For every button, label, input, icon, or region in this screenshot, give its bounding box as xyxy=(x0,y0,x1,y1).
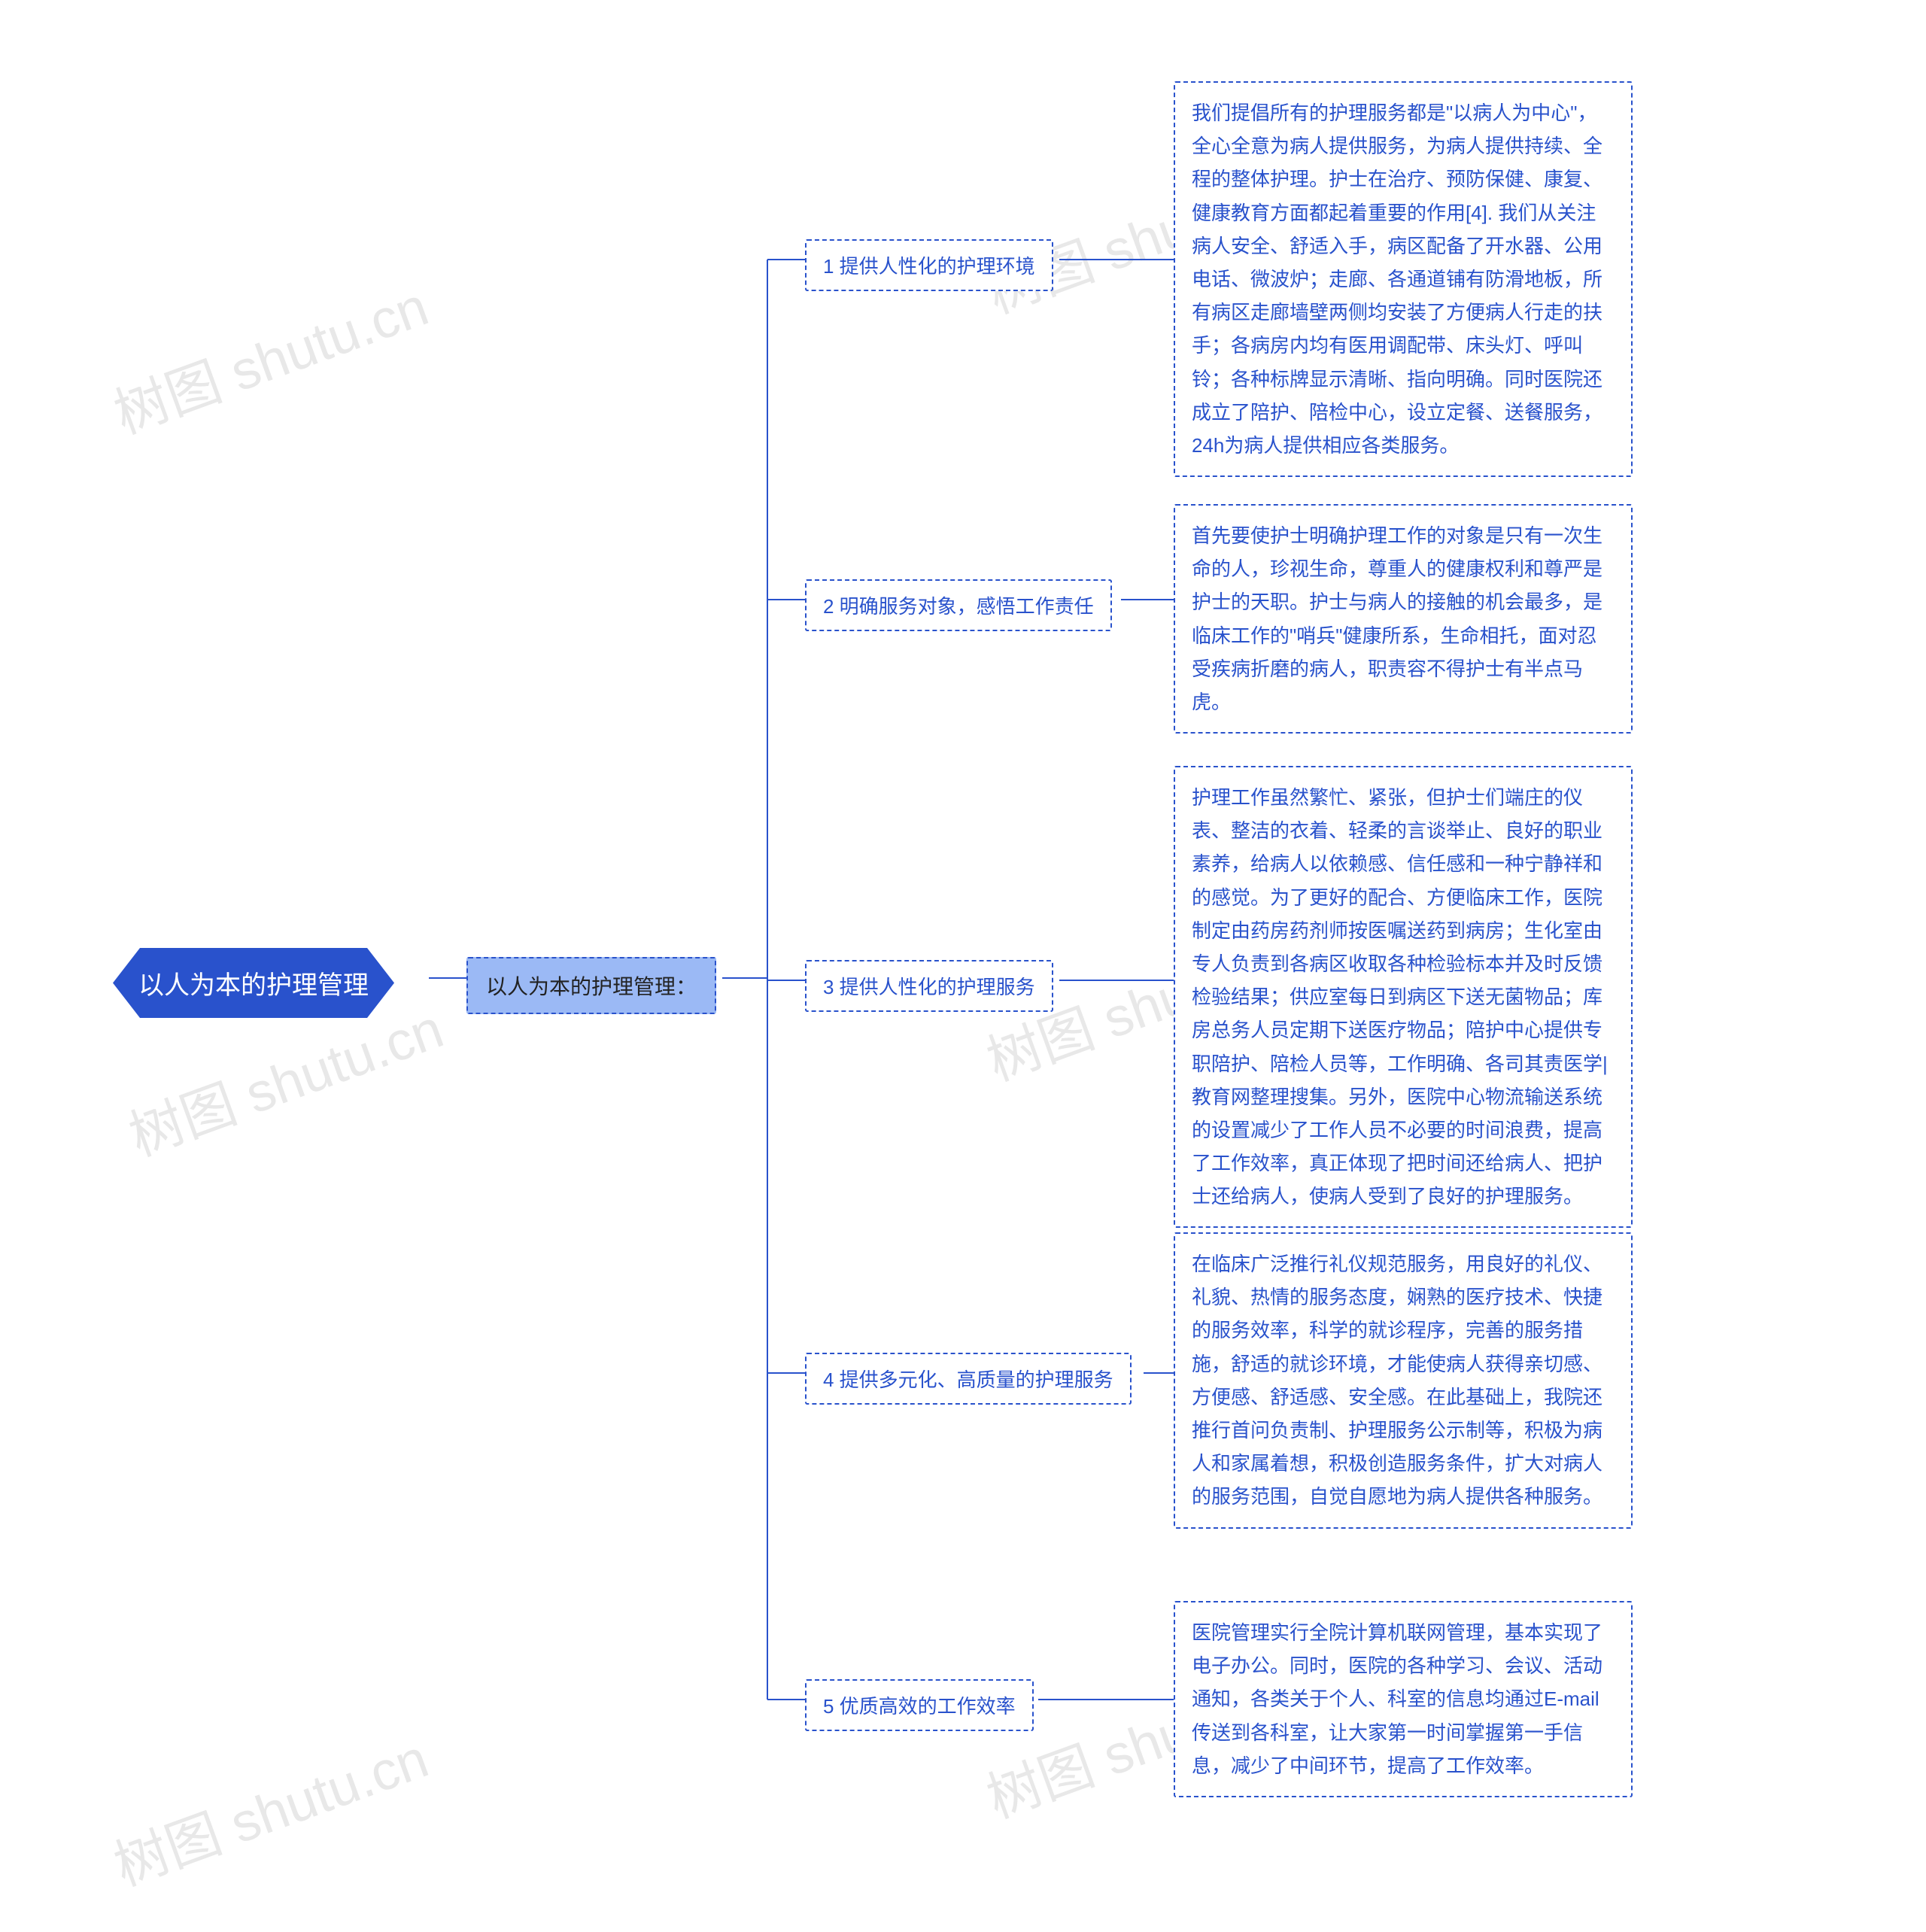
mindmap-canvas: 树图 shutu.cn 树图 shutu.cn 树图 shutu.cn 树图 s… xyxy=(0,0,1926,1932)
level2-node-4[interactable]: 4 提供多元化、高质量的护理服务 xyxy=(805,1353,1132,1405)
root-node[interactable]: 以人为本的护理管理 xyxy=(113,948,394,1018)
leaf-node-1[interactable]: 我们提倡所有的护理服务都是"以病人为中心"，全心全意为病人提供服务，为病人提供持… xyxy=(1174,81,1633,477)
level2-node-3[interactable]: 3 提供人性化的护理服务 xyxy=(805,960,1053,1012)
watermark: 树图 shutu.cn xyxy=(102,263,437,449)
leaf-node-3[interactable]: 护理工作虽然繁忙、紧张，但护士们端庄的仪表、整洁的衣着、轻柔的言谈举止、良好的职… xyxy=(1174,766,1633,1228)
leaf-node-2[interactable]: 首先要使护士明确护理工作的对象是只有一次生命的人，珍视生命，尊重人的健康权利和尊… xyxy=(1174,504,1633,734)
level2-node-1[interactable]: 1 提供人性化的护理环境 xyxy=(805,239,1053,291)
leaf-node-4[interactable]: 在临床广泛推行礼仪规范服务，用良好的礼仪、礼貌、热情的服务态度，娴熟的医疗技术、… xyxy=(1174,1232,1633,1529)
level1-node[interactable]: 以人为本的护理管理： xyxy=(466,957,716,1014)
watermark: 树图 shutu.cn xyxy=(102,1715,437,1901)
level2-node-2[interactable]: 2 明确服务对象，感悟工作责任 xyxy=(805,579,1112,631)
level2-node-5[interactable]: 5 优质高效的工作效率 xyxy=(805,1679,1034,1731)
leaf-node-5[interactable]: 医院管理实行全院计算机联网管理，基本实现了电子办公。同时，医院的各种学习、会议、… xyxy=(1174,1601,1633,1797)
